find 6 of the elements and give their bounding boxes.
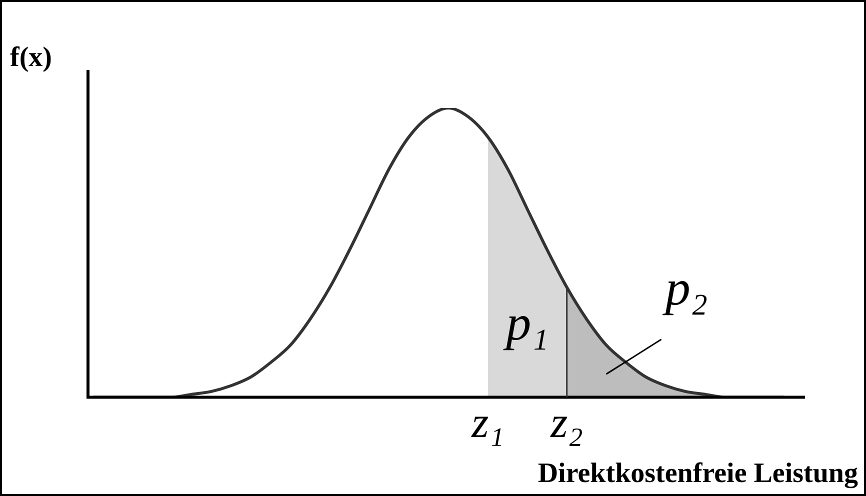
x-axis-title: Direktkostenfreie Leistung [538, 458, 858, 490]
x-tick-label: z₂ [550, 398, 584, 448]
annotation: p₂ [662, 260, 708, 316]
annotation: p₁ [503, 294, 549, 350]
y-axis-title: f(x) [10, 42, 52, 74]
x-tick-label: z₁ [470, 398, 504, 448]
